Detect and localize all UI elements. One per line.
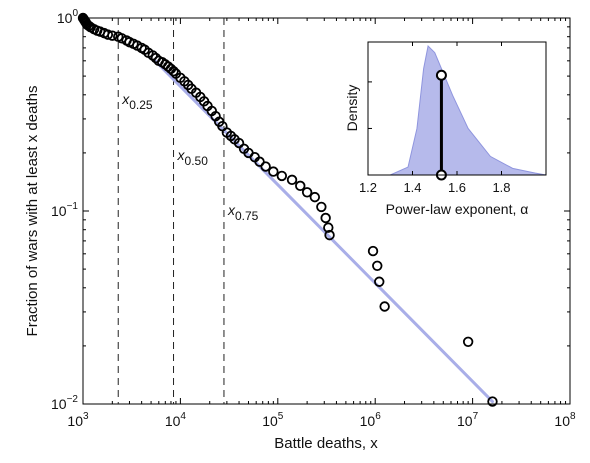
data-point (83, 20, 95, 32)
quantile-label: x0.25 (121, 91, 153, 112)
tick-exponent: −1 (67, 201, 79, 212)
y-tick-label: 10−1 (51, 201, 78, 219)
inset-x-axis-title: Power-law exponent, α (386, 201, 529, 217)
tick-base: 10 (57, 10, 73, 26)
inset-x-tick-label: 1.4 (403, 180, 421, 195)
data-point (323, 222, 334, 233)
tick-base: 10 (262, 413, 278, 429)
data-point (462, 336, 474, 348)
inset-x-tick-label: 1.6 (448, 180, 466, 195)
data-point (379, 301, 390, 312)
data-point (316, 201, 327, 213)
tick-exponent: 8 (570, 411, 576, 422)
data-point (102, 29, 114, 40)
x-tick-label: 107 (457, 411, 479, 429)
inset-y-axis-title: Density (344, 85, 360, 132)
data-point (260, 161, 271, 172)
x-axis-title: Battle deaths, x (274, 435, 378, 452)
estimate-marker-high (435, 69, 447, 81)
data-point (367, 245, 379, 257)
x-tick-label: 103 (67, 411, 89, 429)
inset-plot: 1.2 1.4 1.6 1.8 Power-law exponent, α Densi… (344, 41, 547, 217)
inset-frame (367, 41, 547, 176)
quantile-symbol: x (177, 147, 186, 163)
data-point (276, 170, 288, 182)
data-point (309, 191, 321, 203)
tick-exponent: 4 (180, 411, 186, 422)
inset-x-tick-label: 1.8 (492, 180, 510, 195)
quantile-subscript: 0.25 (129, 98, 153, 112)
tick-exponent: 0 (72, 8, 78, 19)
tick-base: 10 (457, 413, 473, 429)
tick-base: 10 (554, 413, 570, 429)
data-point (295, 180, 306, 192)
data-point (487, 396, 498, 407)
tick-exponent: −2 (67, 394, 79, 405)
x-tick-label: 105 (262, 411, 284, 429)
quantile-subscript: 0.75 (235, 209, 259, 223)
tick-base: 10 (51, 396, 67, 412)
data-point (324, 229, 335, 241)
quantile-symbol: x (227, 202, 236, 218)
inset-x-tick-label: 1.2 (359, 180, 377, 195)
tick-base: 10 (360, 413, 376, 429)
quantile-label: x0.75 (227, 202, 259, 223)
data-point (168, 66, 179, 77)
quantile-label: x0.50 (177, 147, 209, 168)
data-point (301, 187, 313, 198)
posterior-density-area (368, 44, 547, 176)
data-point (107, 30, 118, 41)
data-point (268, 166, 279, 177)
tick-base: 10 (51, 203, 67, 219)
tick-exponent: 3 (83, 411, 89, 422)
data-point (320, 212, 331, 224)
tick-base: 10 (165, 413, 181, 429)
quantile-symbol: x (121, 91, 130, 107)
y-tick-label: 10−2 (51, 394, 78, 412)
data-point (374, 276, 385, 287)
data-point (372, 260, 383, 272)
x-tick-label: 104 (165, 411, 187, 429)
x-tick-label: 108 (554, 411, 576, 429)
data-point (286, 174, 298, 186)
tick-exponent: 5 (278, 411, 284, 422)
tick-base: 10 (67, 413, 83, 429)
x-tick-label: 106 (360, 411, 382, 429)
y-tick-label: 100 (57, 8, 79, 26)
tick-exponent: 7 (473, 411, 479, 422)
inset-plot-area: 1.2 1.4 1.6 1.8 (359, 42, 547, 195)
y-axis-title: Fraction of wars with at least x deaths (24, 86, 41, 337)
quantile-subscript: 0.50 (185, 154, 209, 168)
tick-exponent: 6 (375, 411, 381, 422)
